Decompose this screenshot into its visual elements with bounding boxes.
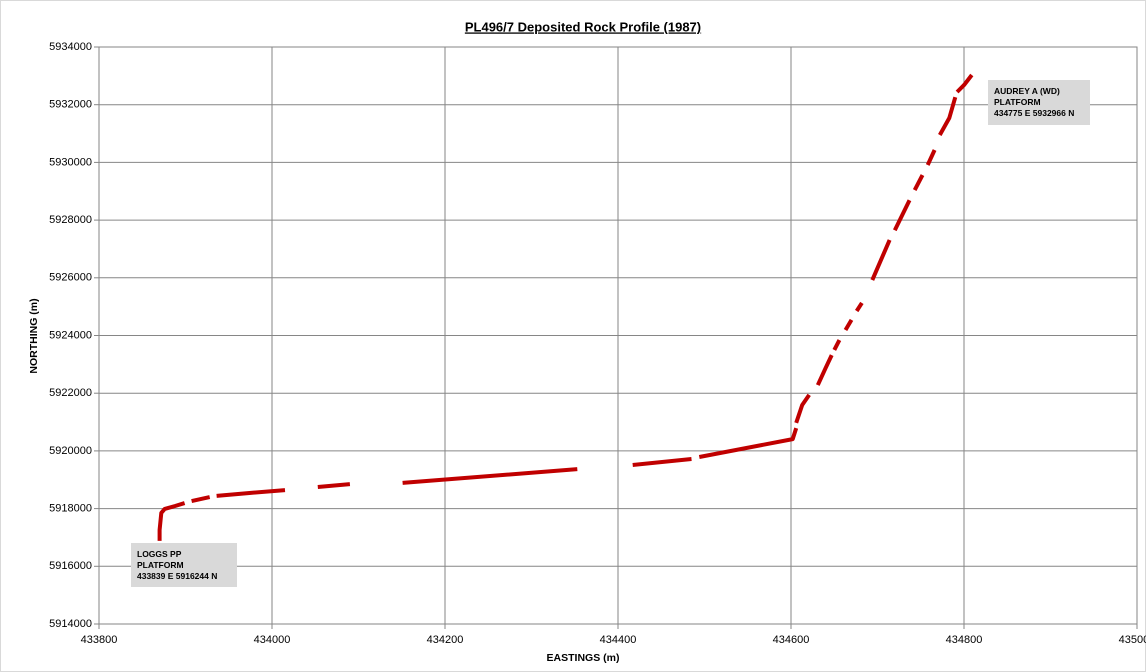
annotation-text: PLATFORM <box>137 560 184 570</box>
x-tick-label: 434600 <box>773 634 810 646</box>
y-tick-label: 5922000 <box>49 387 92 399</box>
x-tick-label: 433800 <box>81 634 118 646</box>
y-tick-label: 5926000 <box>49 272 92 284</box>
x-tick-label: 434800 <box>946 634 983 646</box>
y-tick-label: 5920000 <box>49 445 92 457</box>
annotation-text: LOGGS PP <box>137 549 182 559</box>
y-tick-label: 5932000 <box>49 99 92 111</box>
y-tick-label: 5928000 <box>49 214 92 226</box>
x-tick-label: 434400 <box>600 634 637 646</box>
chart-title: PL496/7 Deposited Rock Profile (1987) <box>465 19 701 34</box>
annotation-text: AUDREY A (WD) <box>994 86 1060 96</box>
y-tick-label: 5924000 <box>49 329 92 341</box>
y-tick-label: 5934000 <box>49 41 92 53</box>
x-axis-label: EASTINGS (m) <box>547 652 620 664</box>
y-tick-label: 5918000 <box>49 503 92 515</box>
annotation-text: PLATFORM <box>994 97 1041 107</box>
x-tick-label: 434200 <box>427 634 464 646</box>
y-axis-label: NORTHING (m) <box>28 298 40 373</box>
annotation-text: 434775 E 5932966 N <box>994 108 1074 118</box>
data-line <box>157 73 974 541</box>
y-tick-label: 5916000 <box>49 560 92 572</box>
annotation-text: 433839 E 5916244 N <box>137 571 217 581</box>
x-tick-label: 435000 <box>1119 634 1146 646</box>
annotation-box <box>131 543 237 587</box>
annotation-box <box>988 80 1090 125</box>
x-tick-label: 434000 <box>254 634 291 646</box>
y-tick-label: 5930000 <box>49 156 92 168</box>
y-tick-label: 5914000 <box>49 618 92 630</box>
